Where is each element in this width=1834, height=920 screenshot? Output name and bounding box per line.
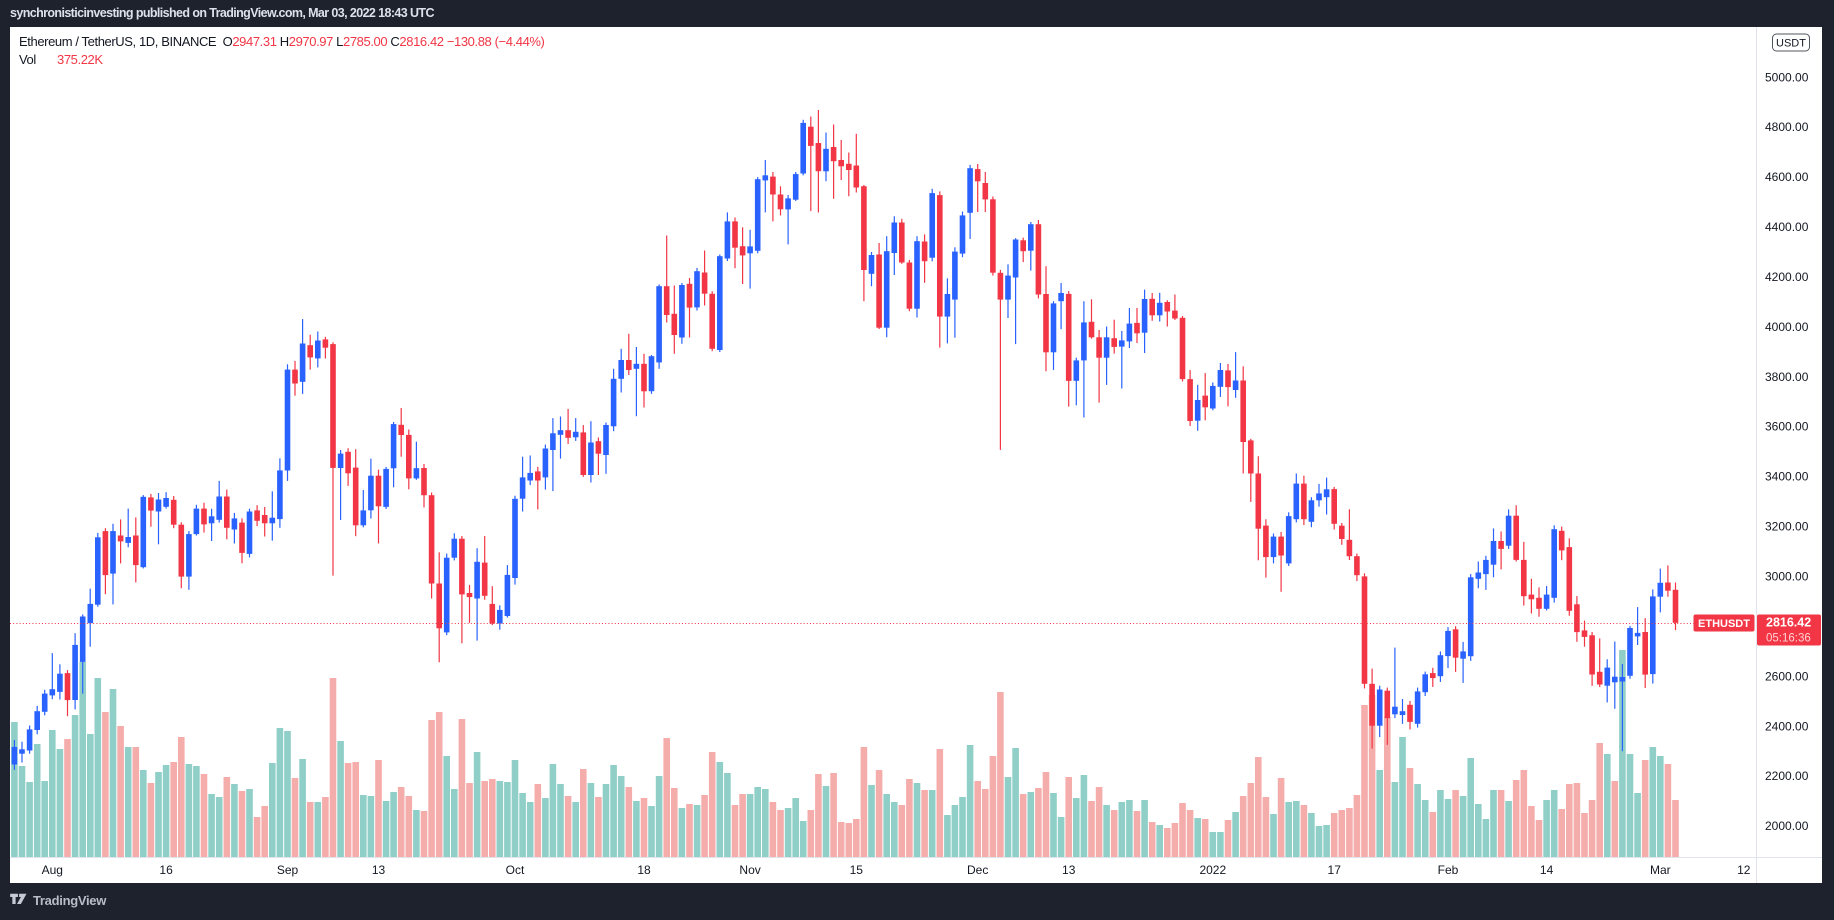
svg-text:Nov: Nov xyxy=(739,863,760,877)
svg-text:Sep: Sep xyxy=(277,863,299,877)
svg-text:Feb: Feb xyxy=(1438,863,1459,877)
svg-text:3800.00: 3800.00 xyxy=(1765,370,1809,384)
svg-text:16: 16 xyxy=(159,863,173,877)
svg-text:Mar: Mar xyxy=(1650,863,1671,877)
svg-text:12: 12 xyxy=(1737,863,1751,877)
svg-text:4600.00: 4600.00 xyxy=(1765,170,1809,184)
svg-text:2000.00: 2000.00 xyxy=(1765,819,1809,833)
svg-text:4000.00: 4000.00 xyxy=(1765,320,1809,334)
svg-text:4200.00: 4200.00 xyxy=(1765,270,1809,284)
svg-text:14: 14 xyxy=(1540,863,1554,877)
svg-text:2022: 2022 xyxy=(1199,863,1226,877)
svg-text:2400.00: 2400.00 xyxy=(1765,719,1809,733)
svg-text:4400.00: 4400.00 xyxy=(1765,220,1809,234)
svg-text:4800.00: 4800.00 xyxy=(1765,120,1809,134)
svg-text:3600.00: 3600.00 xyxy=(1765,420,1809,434)
svg-text:2600.00: 2600.00 xyxy=(1765,669,1809,683)
svg-text:2816.42: 2816.42 xyxy=(1766,616,1811,630)
svg-text:Oct: Oct xyxy=(506,863,525,877)
svg-text:13: 13 xyxy=(372,863,386,877)
svg-text:Aug: Aug xyxy=(42,863,63,877)
svg-text:3200.00: 3200.00 xyxy=(1765,520,1809,534)
svg-text:13: 13 xyxy=(1062,863,1076,877)
svg-text:15: 15 xyxy=(850,863,864,877)
svg-text:ETHUSDT: ETHUSDT xyxy=(1698,618,1750,630)
svg-text:18: 18 xyxy=(637,863,651,877)
svg-text:Dec: Dec xyxy=(967,863,988,877)
svg-text:2200.00: 2200.00 xyxy=(1765,769,1809,783)
svg-text:3400.00: 3400.00 xyxy=(1765,470,1809,484)
svg-text:5000.00: 5000.00 xyxy=(1765,70,1809,84)
svg-text:USDT: USDT xyxy=(1776,38,1806,50)
svg-text:05:16:36: 05:16:36 xyxy=(1766,633,1811,645)
svg-text:17: 17 xyxy=(1328,863,1342,877)
svg-text:3000.00: 3000.00 xyxy=(1765,570,1809,584)
